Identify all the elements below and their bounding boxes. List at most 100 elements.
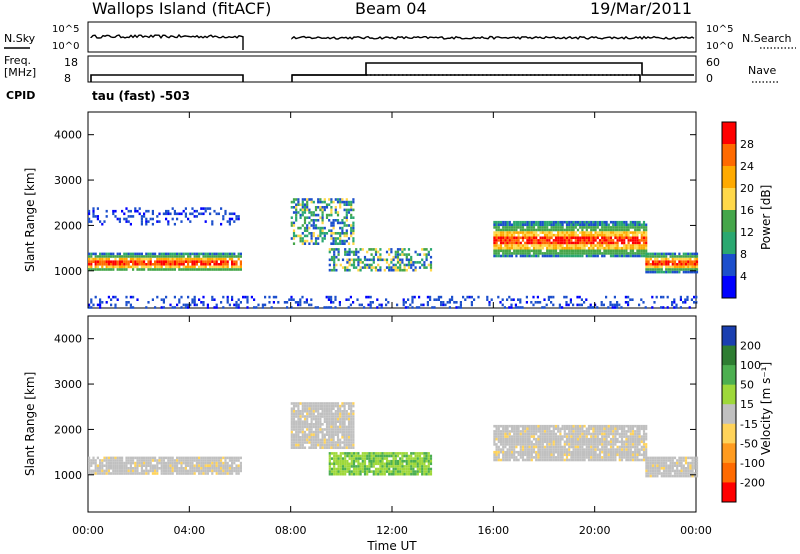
- heatmap-cell: [519, 437, 522, 441]
- heatmap-cell: [616, 254, 619, 258]
- heatmap-cell: [368, 452, 371, 455]
- heatmap-cell: [568, 453, 571, 457]
- heatmap-cell: [605, 458, 608, 462]
- heatmap-cell: [426, 303, 429, 307]
- heatmap-cell: [695, 472, 699, 475]
- heatmap-cell: [171, 207, 174, 210]
- heatmap-cell: [339, 420, 342, 423]
- heatmap-cell: [184, 268, 187, 271]
- heatmap-cell: [321, 412, 324, 416]
- heatmap-cell: [187, 472, 190, 475]
- heatmap-cell: [656, 474, 659, 478]
- heatmap-cell: [399, 459, 402, 463]
- heatmap-cell: [399, 472, 402, 476]
- heatmap-cell: [403, 459, 406, 463]
- heatmap-cell: [330, 428, 333, 431]
- heatmap-cell: [508, 254, 511, 258]
- heatmap-cell: [352, 452, 356, 455]
- heatmap-cell: [88, 461, 91, 465]
- heatmap-cell: [693, 265, 696, 269]
- heatmap-cell: [642, 246, 646, 250]
- heatmap-cell: [334, 446, 337, 449]
- heatmap-cell: [614, 456, 617, 459]
- heatmap-cell: [585, 228, 588, 232]
- heatmap-cell: [568, 249, 571, 253]
- heatmap-cell: [579, 236, 582, 240]
- heatmap-cell: [585, 241, 588, 245]
- heatmap-cell: [656, 268, 659, 271]
- heatmap-cell: [587, 249, 591, 253]
- heatmap-cell: [206, 459, 209, 462]
- heatmap-cell: [645, 464, 648, 467]
- heatmap-cell: [182, 260, 185, 263]
- heatmap-cell: [352, 470, 356, 473]
- nsky-tick-top: 10^5: [52, 24, 79, 35]
- heatmap-cell: [125, 461, 128, 465]
- heatmap-cell: [412, 457, 415, 460]
- heatmap-cell: [350, 465, 353, 468]
- heatmap-cell: [187, 255, 190, 258]
- heatmap-cell: [404, 301, 407, 304]
- heatmap-cell: [189, 255, 192, 258]
- heatmap-cell: [423, 465, 426, 468]
- heatmap-cell: [609, 427, 613, 431]
- heatmap-cell: [530, 220, 533, 224]
- heatmap-cell: [418, 465, 422, 468]
- heatmap-cell: [149, 461, 152, 465]
- heatmap-cell: [237, 456, 240, 460]
- heatmap-cell: [337, 467, 340, 471]
- heatmap-cell: [332, 224, 335, 227]
- heatmap-cell: [303, 446, 307, 449]
- heatmap-cell: [154, 306, 157, 309]
- heatmap-cell: [687, 252, 690, 256]
- heatmap-cell: [90, 459, 93, 462]
- heatmap-cell: [295, 203, 298, 206]
- heatmap-cell: [171, 461, 174, 465]
- heatmap-cell: [94, 255, 97, 258]
- heatmap-cell: [587, 254, 591, 258]
- heatmap-cell: [437, 295, 440, 299]
- heatmap-cell: [299, 402, 302, 405]
- heatmap-cell: [129, 295, 132, 299]
- heatmap-cell: [695, 257, 699, 261]
- heatmap-cell: [557, 220, 560, 224]
- heatmap-cell: [341, 452, 345, 455]
- heatmap-cell: [687, 467, 690, 470]
- heatmap-cell: [506, 236, 509, 240]
- heatmap-cell: [504, 231, 507, 234]
- heatmap-cell: [96, 217, 99, 221]
- heatmap-cell: [596, 453, 599, 457]
- heatmap-cell: [151, 464, 154, 467]
- heatmap-cell: [319, 446, 322, 449]
- heatmap-cell: [341, 226, 344, 230]
- heatmap-cell: [662, 472, 666, 475]
- heatmap-cell: [561, 231, 564, 234]
- heatmap-cell: [213, 306, 216, 309]
- heatmap-cell: [182, 456, 185, 460]
- heatmap-cell: [187, 263, 190, 266]
- heatmap-cell: [149, 252, 152, 256]
- heatmap-cell: [679, 295, 682, 299]
- heatmap-cell: [303, 221, 307, 225]
- heatmap-cell: [581, 239, 584, 242]
- heatmap-cell: [129, 459, 132, 462]
- heatmap-cell: [530, 244, 533, 247]
- heatmap-cell: [691, 252, 694, 256]
- heatmap-cell: [510, 241, 514, 245]
- heatmap-cell: [598, 440, 602, 444]
- heatmap-cell: [629, 430, 632, 433]
- heatmap-cell: [401, 268, 404, 272]
- heatmap-cell: [568, 440, 571, 444]
- heatmap-cell: [323, 420, 326, 423]
- heatmap-cell: [620, 254, 624, 258]
- heatmap-cell: [530, 236, 533, 240]
- heatmap-cell: [140, 255, 143, 258]
- heatmap-cell: [310, 436, 313, 439]
- heatmap-cell: [171, 260, 174, 263]
- heatmap-cell: [642, 458, 646, 462]
- heatmap-cell: [101, 472, 104, 475]
- heatmap-cell: [642, 432, 646, 436]
- heatmap-cell: [303, 415, 307, 418]
- heatmap-cell: [173, 257, 176, 261]
- heatmap-cell: [206, 263, 209, 266]
